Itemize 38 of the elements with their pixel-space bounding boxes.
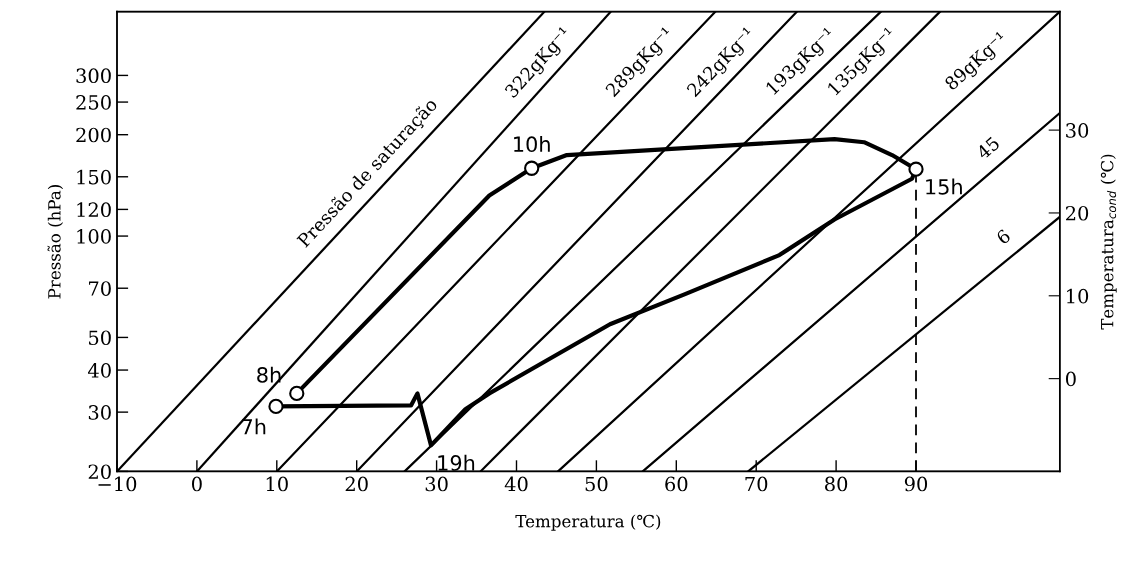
y-axis-title: Pressão (hPa): [47, 185, 64, 299]
annotation: 10h: [514, 135, 550, 153]
x-tick-label: 90: [904, 476, 928, 492]
y-tick-label: 300: [76, 68, 111, 84]
y2-tick-label: 30: [1066, 123, 1089, 138]
x-tick-label: 30: [425, 476, 448, 492]
annotation: 15h: [926, 178, 962, 195]
y2-axis-title: Temperatura$_{cond}$ (℃): [1100, 154, 1117, 330]
x-tick-label: 70: [745, 476, 768, 492]
annotation: 8h: [257, 366, 281, 383]
point: [524, 160, 540, 176]
point: [268, 398, 284, 415]
x-tick-label: 0: [191, 476, 202, 492]
x-tick-label: 60: [665, 476, 688, 492]
y-tick-label: 40: [87, 363, 111, 378]
text: 45: [975, 136, 1001, 161]
y-tick-label: 100: [77, 229, 111, 244]
x-tick-label: 10: [266, 476, 288, 492]
x-axis-title: Temperatura (℃): [515, 514, 661, 531]
y2-tick-label: 10: [1067, 288, 1089, 304]
point: [289, 385, 305, 402]
y-tick-label: 150: [77, 169, 111, 185]
annotation: 7h: [242, 418, 266, 435]
y2-tick-label: 0: [1065, 371, 1076, 387]
y-tick-label: 200: [76, 127, 111, 143]
annotation: 19h: [438, 454, 475, 471]
y-tick-label: 70: [89, 281, 111, 296]
y2-tick-label: 20: [1066, 205, 1089, 221]
point: [908, 161, 924, 177]
y-tick-label: 250: [76, 95, 111, 110]
x-tick-label: 80: [825, 476, 848, 492]
x-tick-label: 50: [585, 476, 608, 492]
y-tick-label: 50: [89, 330, 111, 346]
x-tick-label: 20: [345, 476, 368, 492]
x-tick-label: 40: [504, 476, 528, 492]
y-tick-label: 120: [77, 202, 111, 218]
text: 6: [995, 228, 1012, 245]
y-tick-label: 30: [88, 405, 111, 420]
